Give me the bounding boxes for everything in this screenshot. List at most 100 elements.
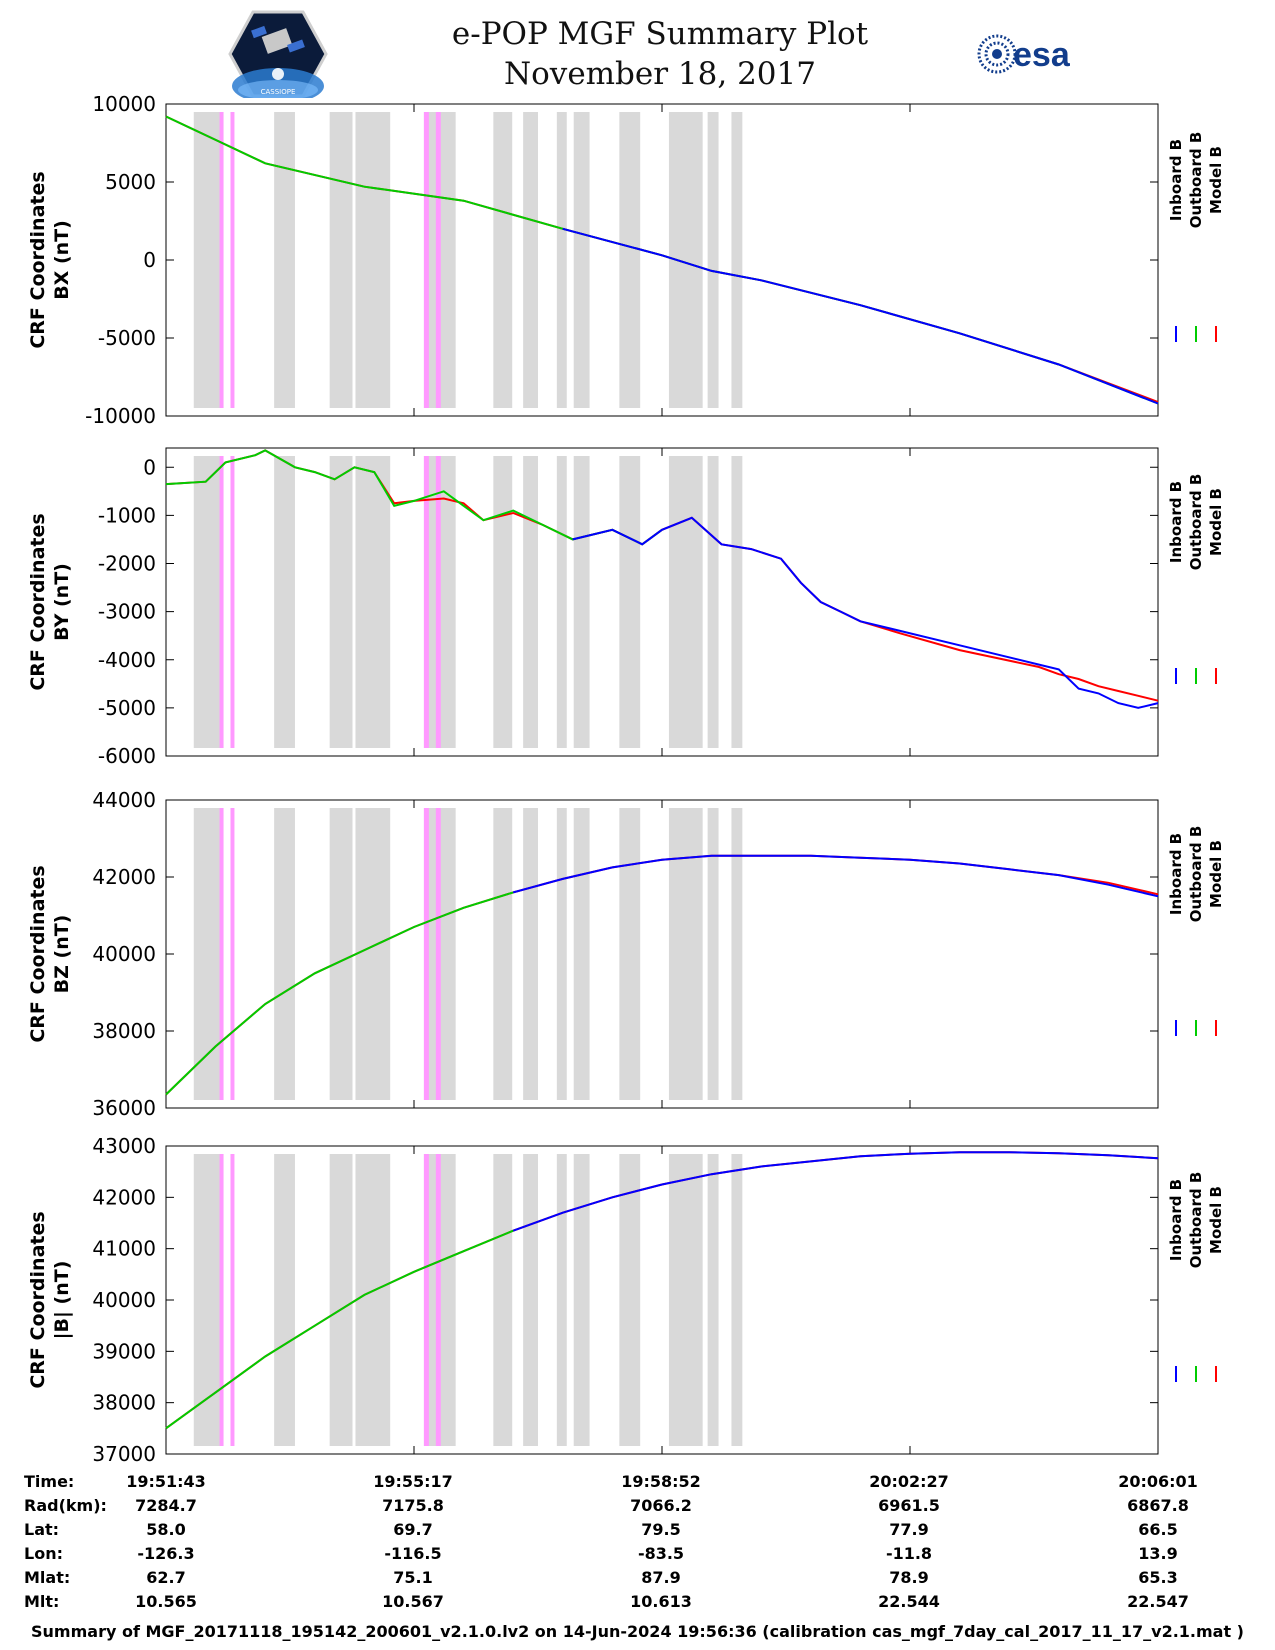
axes-box (165, 103, 1159, 417)
gray-band (355, 1154, 391, 1446)
y-tick-label: -2000 (98, 552, 156, 576)
gray-band (329, 808, 353, 1100)
y-tick-label: 44000 (92, 788, 156, 812)
series-line-outboard-b (165, 891, 514, 1096)
ephemeris-value: 10.613 (630, 1592, 692, 1611)
gray-band (523, 808, 538, 1100)
pink-band (230, 808, 235, 1100)
gray-band (731, 456, 743, 748)
gray-band (193, 112, 224, 408)
ephemeris-value: -11.8 (885, 1544, 933, 1563)
ephemeris-label: Lat: (24, 1520, 60, 1539)
gray-band (619, 456, 641, 748)
pink-band (435, 112, 441, 408)
panel-bz: 44000 42000 40000 38000 36000 CRF Coordinates… (27, 788, 1225, 1120)
ephemeris-value: 20:02:27 (869, 1472, 949, 1491)
ephemeris-row: Rad(km): 7284.7 7175.8 7066.2 6961.5 6867.8 (0, 1496, 1275, 1520)
series-line-inboard-b (572, 516, 1159, 709)
y-tick-label: -6000 (98, 744, 156, 768)
ephemeris-value: 19:55:17 (373, 1472, 453, 1491)
legend-label: Model B (1207, 840, 1225, 908)
esa-logo-text: esa (1013, 36, 1071, 74)
y-tick-label: 38000 (92, 1019, 156, 1043)
gray-band (274, 1154, 295, 1446)
y-tick-label: -5000 (98, 696, 156, 720)
y-tick-label: 38000 (92, 1391, 156, 1415)
y-tick-label: -10000 (85, 404, 156, 428)
gray-band (573, 1154, 590, 1446)
ephemeris-value: -83.5 (637, 1544, 685, 1563)
ephemeris-value: 65.3 (1138, 1568, 1178, 1587)
legend-label: Outboard B (1187, 132, 1205, 229)
gray-band (355, 456, 391, 748)
epop-mission-logo: CASSIOPE (228, 10, 328, 98)
pink-band (423, 112, 429, 408)
y-axis-label: CRF Coordinates (27, 513, 49, 690)
ephemeris-row: Time: 19:51:43 19:55:17 19:58:52 20:02:27 20:… (0, 1472, 1275, 1496)
gray-band (556, 112, 567, 408)
y-tick-label: 42000 (92, 865, 156, 889)
pink-band (423, 456, 429, 748)
axes-box (165, 447, 1159, 757)
y-tick-label: 0 (143, 455, 156, 479)
y-tick-label: 40000 (92, 1288, 156, 1312)
gray-band (707, 112, 719, 408)
y-tick-label: 10000 (92, 92, 156, 116)
ephemeris-value: 22.547 (1127, 1592, 1189, 1611)
ephemeris-value: -126.3 (137, 1544, 195, 1563)
gray-band (707, 1154, 719, 1446)
legend-label: Inboard B (1167, 139, 1185, 221)
y-tick-label: 5000 (105, 170, 156, 194)
legend-label: Outboard B (1187, 826, 1205, 923)
pink-band (219, 456, 224, 748)
ephemeris-value: -116.5 (384, 1544, 442, 1563)
y-tick-label: 41000 (92, 1237, 156, 1261)
y-tick-label: 0 (143, 248, 156, 272)
y-tick-label: -3000 (98, 600, 156, 624)
gray-band (731, 1154, 743, 1446)
gray-band (731, 112, 743, 408)
y-tick-label: -1000 (98, 503, 156, 527)
summary-line: Summary of MGF_20171118_195142_200601_v2… (31, 1622, 1244, 1641)
ephemeris-value: 19:58:52 (621, 1472, 701, 1491)
ephemeris-label: Rad(km): (24, 1496, 107, 1515)
gray-band (274, 112, 295, 408)
ephemeris-label: Mlat: (24, 1568, 71, 1587)
ephemeris-value: 7066.2 (630, 1496, 692, 1515)
y-tick-label: 36000 (92, 1096, 156, 1120)
pink-band (435, 1154, 441, 1446)
series-line-model-b (165, 449, 1159, 702)
y-axis-label: CRF Coordinates (27, 865, 49, 1042)
gray-band (355, 808, 391, 1100)
gray-band (493, 456, 513, 748)
axes-box (165, 799, 1159, 1109)
y-tick-label: 42000 (92, 1185, 156, 1209)
y-tick-label: -4000 (98, 648, 156, 672)
ephemeris-value: 20:06:01 (1118, 1472, 1198, 1491)
ephemeris-label: Mlt: (24, 1592, 60, 1611)
gray-band (731, 808, 743, 1100)
gray-band (355, 112, 391, 408)
legend-label: Inboard B (1167, 481, 1185, 563)
ephemeris-row: Lon: -126.3 -116.5 -83.5 -11.8 13.9 (0, 1544, 1275, 1568)
gray-band (493, 1154, 513, 1446)
pink-band (423, 808, 429, 1100)
legend-label: Outboard B (1187, 474, 1205, 571)
gray-band (707, 456, 719, 748)
gray-band (573, 808, 590, 1100)
gray-band (523, 1154, 538, 1446)
ephemeris-value: 7175.8 (382, 1496, 444, 1515)
pink-band (219, 808, 224, 1100)
ephemeris-row: Lat: 58.0 69.7 79.5 77.9 66.5 (0, 1520, 1275, 1544)
plot-date: November 18, 2017 (504, 56, 816, 92)
pink-band (435, 456, 441, 748)
logo-left-text: CASSIOPE (261, 88, 296, 96)
pink-band (230, 112, 235, 408)
gray-band (707, 808, 719, 1100)
ephemeris-value: 77.9 (889, 1520, 929, 1539)
ephemeris-value: 10.567 (382, 1592, 444, 1611)
y-axis-label: CRF Coordinates (27, 1211, 49, 1388)
gray-band (329, 112, 353, 408)
gray-band (193, 808, 224, 1100)
